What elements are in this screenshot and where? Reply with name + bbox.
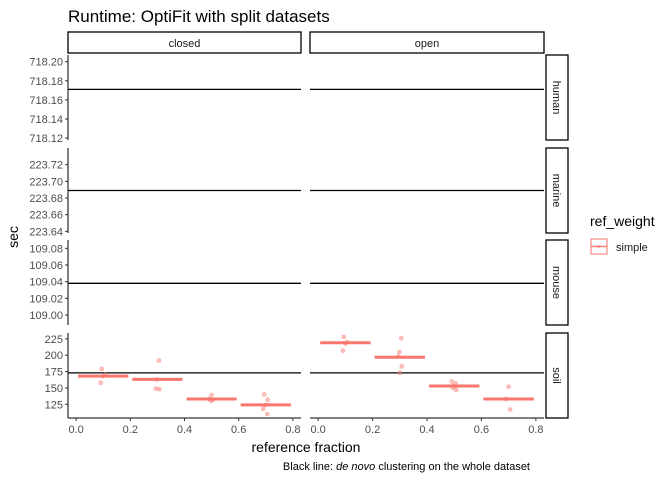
data-point	[340, 348, 346, 353]
y-tick-label-soil: 125	[45, 399, 63, 411]
row-strip-label: marine	[550, 174, 562, 208]
y-tick-label-soil: 175	[45, 367, 63, 379]
x-tick-label: 0.0	[311, 424, 326, 436]
panel-soil-open	[320, 334, 534, 412]
row-strip-box	[545, 332, 569, 419]
row-strip-soil: soil	[545, 332, 569, 419]
y-axis-label: sec	[5, 226, 21, 248]
col-strip-label: open	[415, 38, 439, 50]
x-tick-label: 0.4	[419, 424, 434, 436]
y-tick-label-marine: 223.68	[29, 193, 63, 205]
x-tick-label: 0.0	[68, 424, 83, 436]
row-strip-marine: marine	[545, 147, 569, 234]
y-tick-label-human: 718.14	[29, 114, 63, 126]
data-point	[260, 406, 266, 412]
y-tick-label-marine: 223.66	[29, 210, 63, 222]
col-strip-box	[309, 31, 545, 54]
caption-suffix: clustering on the whole dataset	[375, 461, 530, 473]
facet-panels	[68, 88, 544, 417]
data-point	[396, 349, 402, 355]
caption-italic: de novo	[336, 461, 375, 473]
x-tick-label: 0.6	[231, 424, 246, 436]
data-point	[453, 387, 459, 393]
row-strip-box	[545, 147, 569, 234]
y-tick-label-mouse: 109.02	[29, 293, 63, 305]
data-point	[449, 379, 455, 384]
data-point	[209, 392, 214, 398]
y-tick-label-marine: 223.72	[29, 160, 63, 172]
data-point	[153, 386, 159, 391]
row-strip-human: human	[545, 54, 569, 141]
panel-soil-closed	[78, 358, 291, 417]
data-point	[99, 366, 105, 372]
y-tick-label-mouse: 109.00	[29, 310, 63, 322]
data-point	[264, 411, 270, 417]
legend-key-point	[597, 245, 601, 248]
y-tick-label-marine: 223.64	[29, 226, 63, 238]
x-tick-label: 0.6	[474, 424, 489, 436]
row-strip-label: soil	[550, 367, 562, 384]
legend: ref_weight simple	[590, 213, 655, 255]
x-tick-label: 0.8	[285, 424, 300, 436]
data-point	[341, 334, 347, 340]
col-strip-open: open	[309, 31, 545, 54]
data-point	[507, 407, 513, 412]
data-point	[506, 384, 511, 389]
col-strip-box	[67, 31, 302, 54]
legend-entries: simple	[590, 238, 648, 255]
legend-label: simple	[616, 242, 648, 254]
y-tick-label-human: 718.12	[29, 133, 63, 145]
data-point	[397, 370, 403, 376]
y-tick-label-mouse: 109.04	[29, 277, 63, 289]
data-point	[156, 358, 162, 363]
data-point	[157, 386, 162, 392]
row-strip-label: human	[550, 81, 562, 115]
data-point	[98, 380, 104, 385]
y-tick-label-human: 718.20	[29, 57, 63, 69]
x-tick-label: 0.2	[365, 424, 380, 436]
col-strip-label: closed	[169, 38, 201, 50]
data-point	[261, 392, 267, 397]
row-strip-box	[545, 54, 569, 141]
y-tick-label-soil: 225	[45, 334, 63, 346]
row-strip-box	[545, 239, 569, 326]
y-tick-label-human: 718.18	[29, 76, 63, 88]
data-point	[265, 397, 271, 402]
y-tick-label-mouse: 109.08	[29, 243, 63, 255]
caption-prefix: Black line:	[283, 461, 336, 473]
y-tick-label-human: 718.16	[29, 95, 63, 107]
y-tick-label-soil: 150	[45, 383, 63, 395]
chart-caption: Black line: de novo clustering on the wh…	[283, 461, 530, 473]
data-point	[398, 335, 404, 341]
x-tick-label: 0.2	[123, 424, 138, 436]
y-tick-label-marine: 223.70	[29, 176, 63, 188]
y-tick-label-soil: 200	[45, 350, 63, 362]
legend-entry: simple	[590, 238, 648, 255]
chart-title: Runtime: OptiFit with split datasets	[68, 7, 330, 26]
row-strip-mouse: mouse	[545, 239, 569, 326]
x-tick-label: 0.8	[528, 424, 543, 436]
row-strip-label: mouse	[550, 266, 562, 299]
legend-title: ref_weight	[590, 213, 655, 229]
axes: 718.12 718.14 718.16 718.18 718.20 223.64 223.…	[29, 55, 544, 436]
y-tick-label-mouse: 109.06	[29, 260, 63, 272]
facet-strips: human marine mouse soil closed open	[67, 31, 569, 419]
col-strip-closed: closed	[67, 31, 302, 54]
x-axis-label: reference fraction	[252, 439, 361, 455]
data-point	[399, 364, 405, 369]
x-tick-label: 0.4	[177, 424, 192, 436]
